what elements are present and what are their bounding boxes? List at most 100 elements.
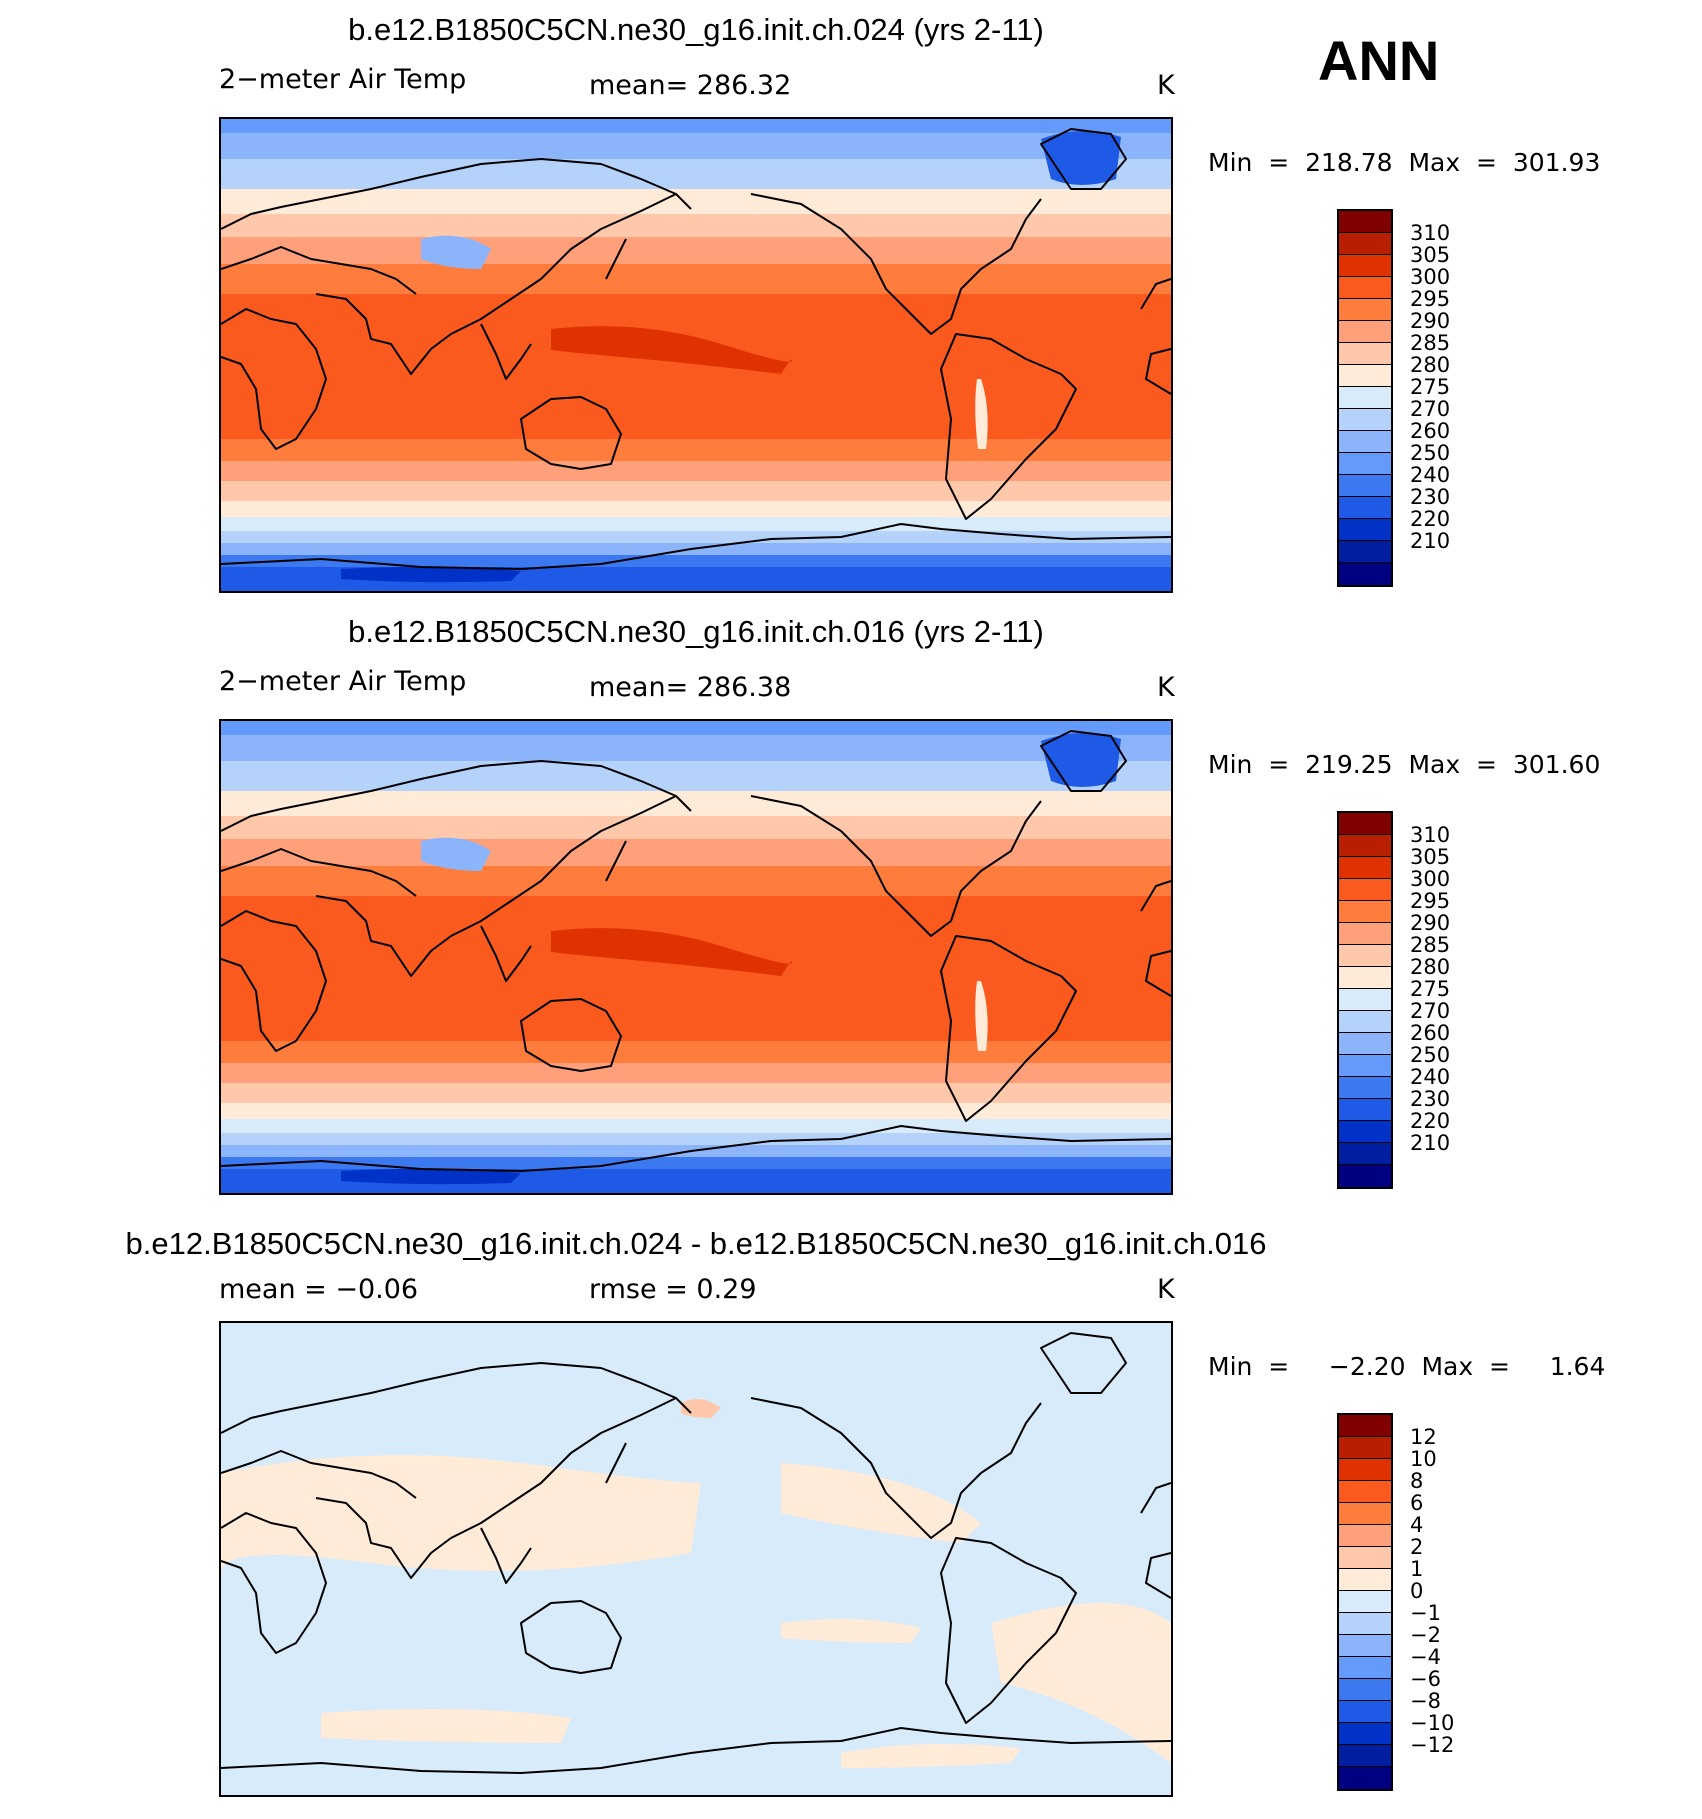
field-band [221, 189, 1171, 214]
colorbar-cell [1339, 901, 1391, 923]
colorbar-cell [1339, 519, 1391, 541]
coastline [221, 1362, 692, 1434]
field-contour [975, 981, 988, 1051]
colorbar-tick-label: 310 [1410, 823, 1451, 847]
field-contour [841, 1744, 1021, 1768]
colorbar-cell [1339, 1591, 1391, 1613]
units-label: K [1157, 1274, 1175, 1305]
colorbar-tick-label: 12 [1410, 1425, 1437, 1449]
units-label: K [1157, 70, 1175, 101]
colorbar-cell [1339, 1547, 1391, 1569]
colorbar-tick-label: 220 [1410, 1109, 1451, 1133]
coastline [940, 1537, 1077, 1724]
coastline [1140, 278, 1171, 310]
field-contour [1041, 732, 1121, 787]
colorbar-tick-label: 240 [1410, 1065, 1451, 1089]
field-band [221, 1157, 1171, 1169]
map-plot [219, 719, 1173, 1195]
coastline [520, 998, 622, 1072]
colorbar-tick-label: 270 [1410, 999, 1451, 1023]
colorbar-cell [1339, 255, 1391, 277]
colorbar-cell [1339, 541, 1391, 563]
coastline [940, 935, 1077, 1122]
field-band [221, 214, 1171, 237]
colorbar-cell [1339, 857, 1391, 879]
field-band [221, 501, 1171, 517]
field-band [221, 461, 1171, 481]
field-band [221, 816, 1171, 839]
colorbar [1337, 1413, 1393, 1791]
field-contour [421, 837, 491, 871]
colorbar-tick-label: 275 [1410, 375, 1451, 399]
colorbar-tick-label: 230 [1410, 485, 1451, 509]
coastline [480, 925, 532, 982]
variable-label: 2−meter Air Temp [219, 64, 467, 95]
colorbar-cell [1339, 1723, 1391, 1745]
colorbar-tick-label: −8 [1410, 1689, 1441, 1713]
field-contour [341, 1168, 521, 1185]
field-band [221, 791, 1171, 816]
colorbar-tick-label: 295 [1410, 889, 1451, 913]
colorbar-tick-label: 250 [1410, 1043, 1451, 1067]
colorbar-cell [1339, 1033, 1391, 1055]
field-contour [781, 1619, 921, 1643]
field-band [221, 294, 1171, 439]
colorbar-tick-label: 250 [1410, 441, 1451, 465]
colorbar-cell [1339, 1437, 1391, 1459]
field-band [221, 439, 1171, 461]
variable-label: 2−meter Air Temp [219, 666, 467, 697]
colorbar-cell [1339, 1701, 1391, 1723]
colorbar-tick-label: 270 [1410, 397, 1451, 421]
colorbar-cell [1339, 1613, 1391, 1635]
colorbar-tick-label: −4 [1410, 1645, 1441, 1669]
colorbar-cell [1339, 453, 1391, 475]
colorbar-cell [1339, 1481, 1391, 1503]
min-max-label: Min = −2.20 Max = 1.64 [1208, 1352, 1606, 1381]
colorbar-tick-label: −1 [1410, 1601, 1441, 1625]
panel-title: b.e12.B1850C5CN.ne30_g16.init.ch.016 (yr… [348, 614, 1044, 649]
mean-label: mean= 286.38 [589, 672, 792, 703]
colorbar-tick-label: 260 [1410, 1021, 1451, 1045]
colorbar-tick-label: 0 [1410, 1579, 1424, 1603]
coastline [1040, 730, 1127, 792]
field-band [221, 1063, 1171, 1083]
colorbar-cell [1339, 879, 1391, 901]
colorbar-cell [1339, 211, 1391, 233]
colorbar [1337, 209, 1393, 587]
coastline [221, 1450, 417, 1499]
coastline [750, 1397, 1042, 1539]
coastline [1040, 1332, 1127, 1394]
coastline [221, 1727, 1171, 1774]
field-contour [321, 1709, 571, 1743]
colorbar-tick-label: 275 [1410, 977, 1451, 1001]
colorbar-tick-label: 10 [1410, 1447, 1437, 1471]
colorbar-cell [1339, 277, 1391, 299]
coastline [940, 333, 1077, 520]
colorbar-cell [1339, 1635, 1391, 1657]
colorbar-tick-label: 290 [1410, 309, 1451, 333]
colorbar-tick-label: 300 [1410, 265, 1451, 289]
colorbar-tick-label: 2 [1410, 1535, 1424, 1559]
field-band [221, 839, 1171, 866]
coastline [750, 193, 1042, 335]
field-contour [221, 1455, 701, 1573]
colorbar-cell [1339, 1503, 1391, 1525]
colorbar-cell [1339, 813, 1391, 835]
field-contour [549, 928, 793, 976]
colorbar-cell [1339, 945, 1391, 967]
colorbar-cell [1339, 563, 1391, 585]
field-contour [421, 235, 491, 269]
colorbar-cell [1339, 1415, 1391, 1437]
colorbar-tick-label: 305 [1410, 243, 1451, 267]
coastline [221, 1512, 327, 1654]
colorbar-tick-label: 4 [1410, 1513, 1424, 1537]
coastline [221, 523, 1171, 570]
colorbar-cell [1339, 1165, 1391, 1187]
field-contour [991, 1603, 1171, 1763]
colorbar-tick-label: 240 [1410, 463, 1451, 487]
field-band [221, 481, 1171, 501]
coastline [1145, 950, 1171, 997]
colorbar-tick-label: 290 [1410, 911, 1451, 935]
field-band [221, 555, 1171, 567]
colorbar-cell [1339, 835, 1391, 857]
